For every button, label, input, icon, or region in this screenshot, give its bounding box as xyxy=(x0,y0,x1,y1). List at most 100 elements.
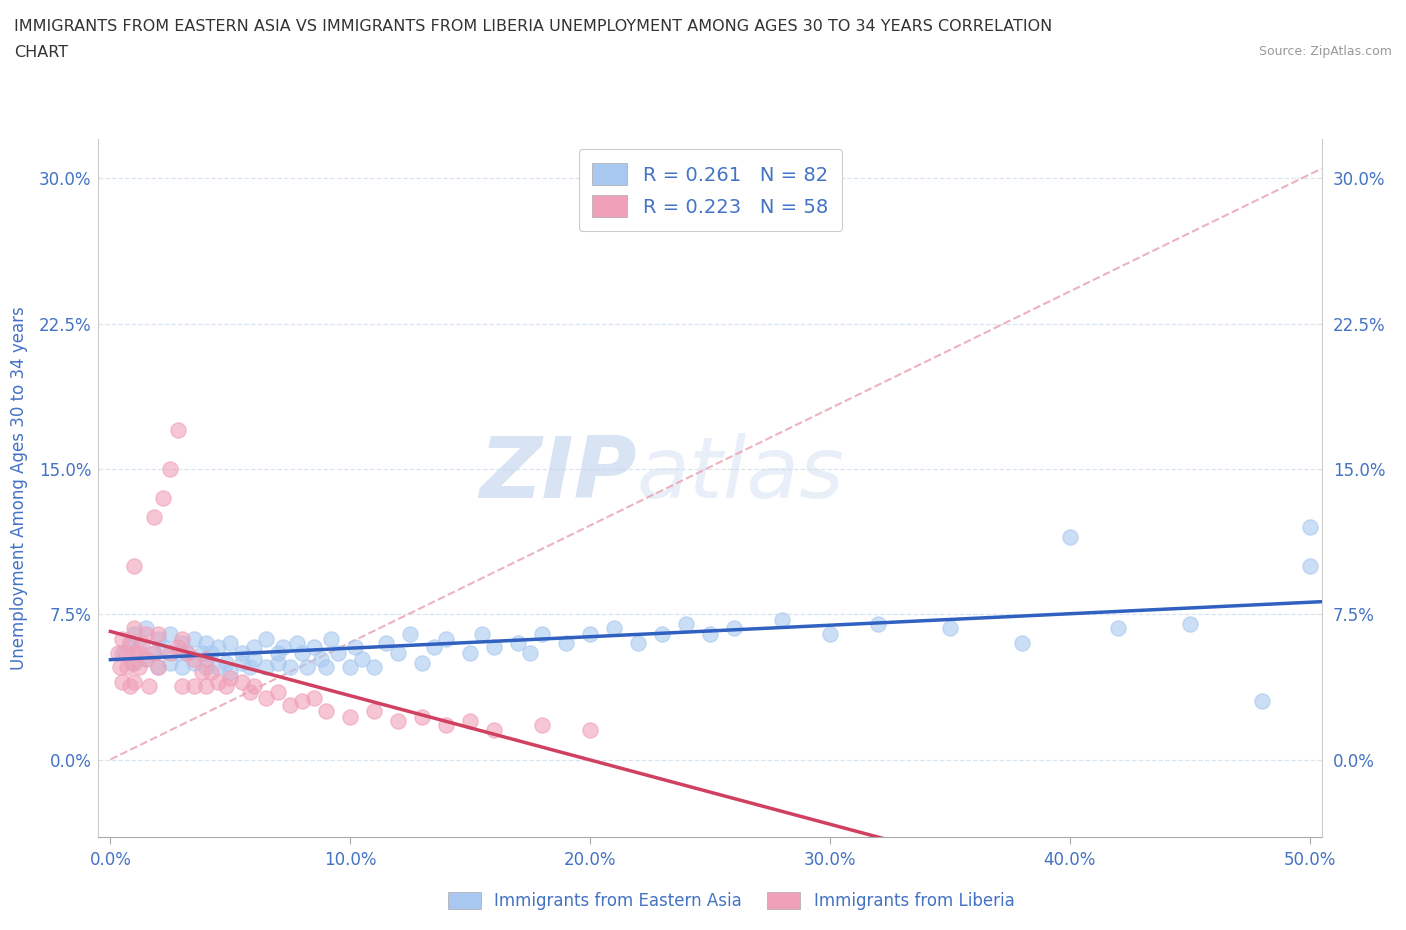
Point xyxy=(1059,529,1081,544)
Point xyxy=(1107,620,1129,635)
Point xyxy=(190,645,212,660)
Point xyxy=(238,659,260,674)
Point xyxy=(238,684,260,699)
Point xyxy=(352,651,374,666)
Point xyxy=(243,640,266,655)
Point xyxy=(219,636,242,651)
Point xyxy=(399,626,422,641)
Point xyxy=(423,640,446,655)
Point xyxy=(387,645,409,660)
Point xyxy=(142,510,165,525)
Point xyxy=(311,651,333,666)
Point xyxy=(339,710,361,724)
Point xyxy=(508,636,530,651)
Point xyxy=(207,659,229,674)
Point xyxy=(195,636,218,651)
Point xyxy=(287,636,309,651)
Point xyxy=(304,640,326,655)
Point xyxy=(531,717,554,732)
Point xyxy=(183,632,205,647)
Point xyxy=(172,679,194,694)
Point xyxy=(243,679,266,694)
Point xyxy=(195,651,218,666)
Point xyxy=(939,620,962,635)
Point xyxy=(183,656,205,671)
Point xyxy=(183,679,205,694)
Point xyxy=(267,656,290,671)
Point xyxy=(159,626,181,641)
Point xyxy=(172,659,194,674)
Point xyxy=(128,640,150,655)
Point xyxy=(121,656,143,671)
Point xyxy=(214,656,236,671)
Point xyxy=(135,651,157,666)
Point xyxy=(124,620,146,635)
Point xyxy=(214,679,236,694)
Point xyxy=(195,679,218,694)
Point xyxy=(363,659,385,674)
Point xyxy=(267,684,290,699)
Point xyxy=(135,651,157,666)
Point xyxy=(339,659,361,674)
Point xyxy=(142,645,165,660)
Point xyxy=(315,659,337,674)
Point xyxy=(128,659,150,674)
Point xyxy=(200,665,222,680)
Point xyxy=(387,713,409,728)
Point xyxy=(1011,636,1033,651)
Point xyxy=(531,626,554,641)
Point xyxy=(434,717,457,732)
Point xyxy=(1298,558,1320,573)
Point xyxy=(159,461,181,476)
Point xyxy=(328,645,350,660)
Point xyxy=(699,626,721,641)
Point xyxy=(243,651,266,666)
Legend: Immigrants from Eastern Asia, Immigrants from Liberia: Immigrants from Eastern Asia, Immigrants… xyxy=(441,885,1021,917)
Y-axis label: Unemployment Among Ages 30 to 34 years: Unemployment Among Ages 30 to 34 years xyxy=(10,306,28,671)
Point xyxy=(200,645,222,660)
Point xyxy=(124,656,146,671)
Point xyxy=(166,645,188,660)
Point xyxy=(207,640,229,655)
Point xyxy=(1178,617,1201,631)
Point xyxy=(278,698,301,712)
Point xyxy=(114,645,136,660)
Point xyxy=(159,656,181,671)
Point xyxy=(818,626,841,641)
Point xyxy=(295,659,318,674)
Point xyxy=(304,690,326,705)
Point xyxy=(770,613,793,628)
Point xyxy=(115,659,138,674)
Point xyxy=(627,636,650,651)
Point xyxy=(152,640,174,655)
Point xyxy=(128,645,150,660)
Point xyxy=(866,617,889,631)
Point xyxy=(142,645,165,660)
Point xyxy=(176,645,198,660)
Point xyxy=(172,632,194,647)
Point xyxy=(190,665,212,680)
Point xyxy=(231,674,253,689)
Legend: R = 0.261   N = 82, R = 0.223   N = 58: R = 0.261 N = 82, R = 0.223 N = 58 xyxy=(578,149,842,231)
Point xyxy=(118,636,141,651)
Point xyxy=(254,659,277,674)
Point xyxy=(254,690,277,705)
Point xyxy=(148,632,170,647)
Point xyxy=(148,659,170,674)
Point xyxy=(579,626,602,641)
Point xyxy=(278,659,301,674)
Point xyxy=(124,626,146,641)
Point xyxy=(411,656,433,671)
Point xyxy=(1250,694,1272,709)
Text: CHART: CHART xyxy=(14,45,67,60)
Point xyxy=(108,659,131,674)
Point xyxy=(434,632,457,647)
Point xyxy=(111,632,134,647)
Text: Source: ZipAtlas.com: Source: ZipAtlas.com xyxy=(1258,45,1392,58)
Point xyxy=(124,645,146,660)
Point xyxy=(271,640,294,655)
Point xyxy=(135,626,157,641)
Point xyxy=(579,723,602,737)
Point xyxy=(219,665,242,680)
Point xyxy=(195,659,218,674)
